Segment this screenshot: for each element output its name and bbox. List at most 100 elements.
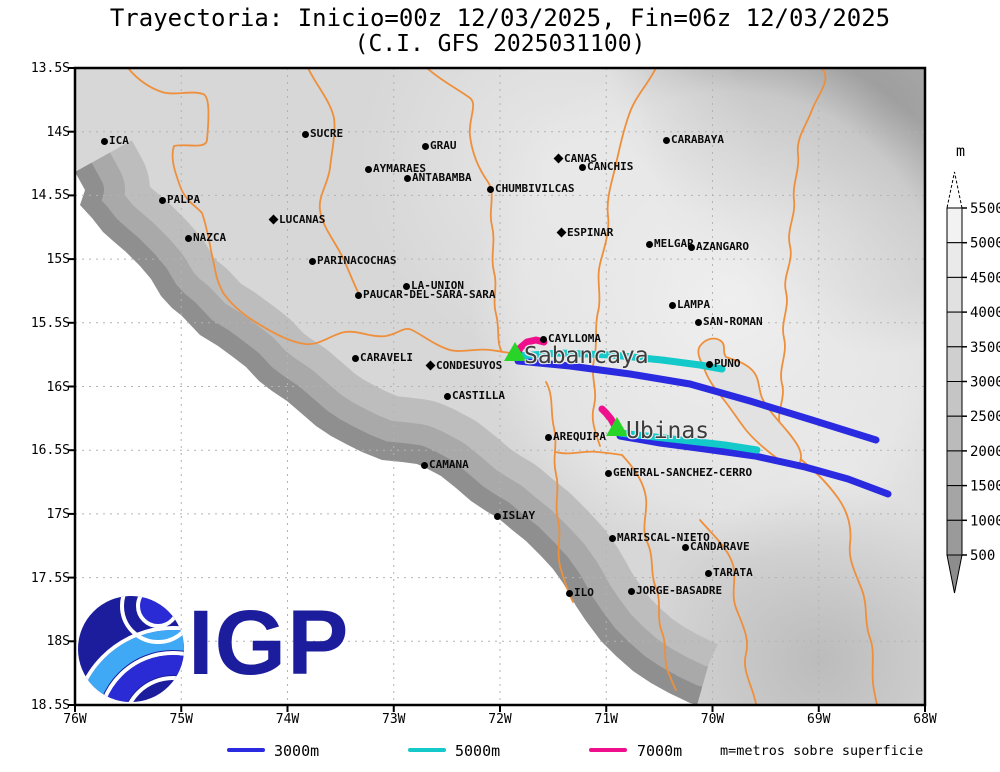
city-label: LA-UNION [411,279,464,292]
colorbar-unit-label: m [956,142,966,160]
city-label: ILO [574,586,594,599]
lon-tick-label: 70W [700,712,725,727]
city-label: GRAU [430,139,457,152]
city-marker [403,174,411,182]
city-label: ISLAY [502,509,536,522]
colorbar-tick-label: 500 [970,548,995,564]
colorbar-tick-label: 4500 [970,270,1000,286]
city-marker [420,461,428,469]
city-marker [354,291,362,299]
trajectory-sabancaya-5000m [514,349,726,373]
map-terrain [75,68,925,705]
city-marker [645,240,653,248]
volcano-triangle-icon [504,342,526,361]
city-label: NAZCA [193,231,227,244]
city-marker [184,234,192,242]
lon-tick-label: 75W [169,712,193,727]
city-marker [308,257,316,265]
city-marker [544,433,552,441]
city-marker [100,137,108,145]
legend-label-3000m: 3000m [274,742,320,760]
lon-tick-label: 71W [594,712,618,727]
lat-tick-label: 14.5S [30,188,70,204]
city-label: ICA [109,134,129,147]
city-label: PARINACOCHAS [317,254,397,267]
lat-tick-label: 16.5S [30,443,70,459]
city-marker [402,282,410,290]
legend-line-5000m [408,748,446,752]
trajectory-ubinas-3000m [616,432,892,498]
city-label: CARABAYA [671,133,724,146]
axis-ticks [68,67,926,712]
city-marker [687,243,695,251]
city-marker [578,163,586,171]
volcano-label: Ubinas [626,418,710,444]
city-label: CARAVELI [360,351,413,364]
lon-tick-label: 72W [488,712,512,727]
city-label: CANDARAVE [690,540,750,553]
city-marker [681,543,689,551]
city-label: CONDESUYOS [436,359,503,372]
city-marker [604,469,612,477]
city-label: MARISCAL-NIETO [617,531,710,544]
city-marker [662,136,670,144]
city-label: CASTILLA [452,389,505,402]
city-label: CAMANA [429,458,469,471]
city-marker [158,196,166,204]
trajectory-ubinas-5000m [616,429,761,454]
city-marker [694,318,702,326]
ocean [75,172,697,705]
city-label: TARATA [713,566,753,579]
city-label: AYMARAES [373,162,426,175]
legend-note: m=metros sobre superficie [720,743,924,759]
colorbar-tick-label: 2500 [970,409,1000,425]
colorbar-tick-label: 5000 [970,236,1000,252]
city-marker [364,165,372,173]
lon-tick-label: 74W [275,712,300,727]
city-marker [486,185,494,193]
lon-tick-label: 69W [807,712,831,727]
igp-logo-text: IGP [188,592,350,694]
colorbar-tick-label: 1000 [970,513,1000,529]
city-label: JORGE-BASADRE [636,584,723,597]
city-label: SUCRE [310,127,344,140]
city-marker [421,142,429,150]
lat-tick-label: 17S [46,506,70,522]
trajectory-lines [513,336,892,498]
lat-tick-label: 17.5S [30,570,70,586]
city-label: SAN-ROMAN [703,315,763,328]
city-label: PAUCAR-DEL-SARA-SARA [363,288,496,301]
colorbar-tick-label: 4000 [970,305,1000,321]
volcano-label: Sabancaya [524,343,649,369]
city-label: AZANGARO [696,240,749,253]
city-marker [608,534,616,542]
city-label: PALPA [167,193,201,206]
city-marker [705,360,713,368]
city-marker [301,130,309,138]
city-marker [539,335,547,343]
city-label: AREQUIPA [553,430,606,443]
city-label: LAMPA [677,298,711,311]
legend-label-7000m: 7000m [637,742,683,760]
city-label: LUCANAS [279,213,326,226]
colorbar-tick-label: 1500 [970,479,1000,495]
lat-tick-label: 18.5S [30,698,70,713]
lat-tick-label: 15.5S [30,315,70,331]
legend-line-7000m [589,748,627,752]
city-label: CAYLLOMA [548,332,601,345]
colorbar-tick-label: 3500 [970,340,1000,356]
lat-tick-label: 15S [46,252,70,268]
city-marker [668,301,676,309]
city-label: MELGAR [654,237,694,250]
trajectory-sabancaya-3000m [514,357,880,444]
colorbar-tick-label: 2000 [970,444,1000,460]
city-label: CANCHIS [587,160,634,173]
city-marker [627,587,635,595]
elevation-colorbar: 5500 5000 4500 4000 3500 3000 2500 2000 1500 1000… [946,171,1000,594]
lon-tick-label: 76W [63,712,87,727]
colorbar-tick-label: 5500 [970,201,1000,217]
lat-tick-label: 14S [46,124,70,140]
city-marker [443,392,451,400]
city-label: CHUMBIVILCAS [495,182,575,195]
